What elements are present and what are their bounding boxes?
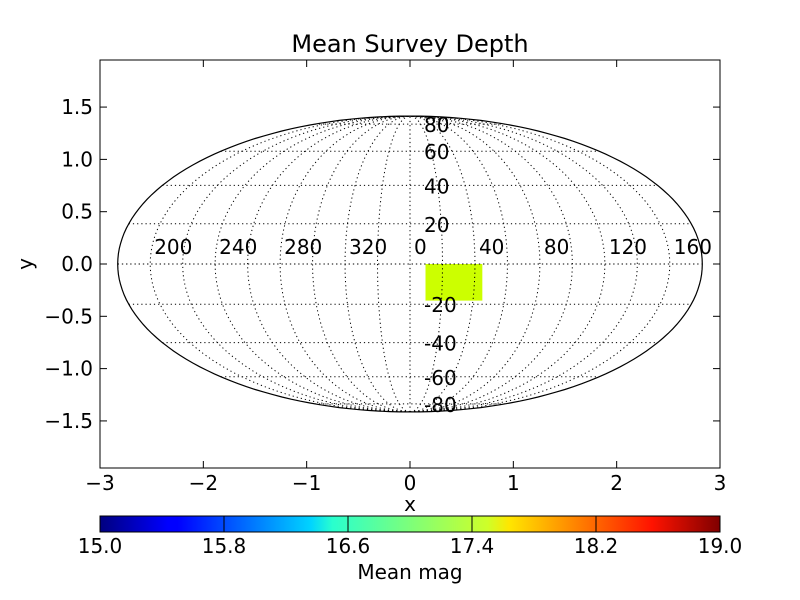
longitude-label: 240	[219, 235, 257, 259]
longitude-label: 320	[349, 235, 387, 259]
y-tick-label: −0.5	[44, 304, 93, 328]
meridian-line	[149, 115, 411, 413]
x-axis-ticks: −3 −2 −1 0 1 2 3	[85, 60, 726, 495]
latitude-label: 40	[424, 174, 449, 198]
meridian-line	[214, 115, 411, 413]
longitude-label: 280	[284, 235, 322, 259]
x-tick-label: −1	[292, 471, 321, 495]
y-axis-label: y	[13, 258, 37, 270]
longitude-label: 80	[544, 235, 569, 259]
meridian-line	[409, 115, 671, 413]
meridian-line	[409, 115, 443, 413]
meridian-line	[409, 115, 573, 413]
longitude-label: 0	[414, 235, 427, 259]
colorbar-tick-label: 17.4	[450, 534, 495, 558]
colorbar-tick-label: 18.2	[574, 534, 619, 558]
x-tick-label: 2	[610, 471, 623, 495]
x-tick-label: 0	[404, 471, 417, 495]
plot-area: 200 240 280 320 0 40 80 120 160 80 60 40 20 -20 -40 -6…	[117, 113, 712, 417]
x-tick-label: 3	[714, 471, 727, 495]
colorbar-tick-label: 16.6	[326, 534, 371, 558]
y-tick-label: 0.5	[61, 200, 93, 224]
longitude-label: 200	[154, 235, 192, 259]
y-tick-label: 1.0	[61, 147, 93, 171]
meridian-line	[182, 115, 411, 413]
latitude-labels: 80 60 40 20 -20 -40 -60 -80	[424, 113, 457, 417]
colorbar-label: Mean mag	[357, 560, 462, 584]
y-axis-ticks: 1.5 1.0 0.5 0.0 −0.5 −1.0 −1.5	[44, 95, 720, 433]
colorbar-tick-label: 19.0	[698, 534, 743, 558]
colorbar-tick-label: 15.0	[78, 534, 123, 558]
latitude-label: -40	[424, 332, 457, 356]
latitude-label: 60	[424, 140, 449, 164]
x-tick-label: 1	[507, 471, 520, 495]
colorbar-tick-label: 15.8	[202, 534, 247, 558]
meridian-line	[247, 115, 411, 413]
x-axis-label: x	[404, 492, 416, 516]
longitude-label: 160	[674, 235, 712, 259]
chart-title: Mean Survey Depth	[291, 30, 528, 58]
graticule	[117, 115, 703, 413]
y-tick-label: −1.0	[44, 357, 93, 381]
colorbar-ticks: 15.0 15.8 16.6 17.4 18.2 19.0	[78, 516, 743, 558]
latitude-label: -60	[424, 366, 457, 390]
latitude-label: 80	[424, 113, 449, 137]
meridian-line	[409, 115, 606, 413]
y-tick-label: 0.0	[61, 252, 93, 276]
x-tick-label: −3	[85, 471, 114, 495]
longitude-label: 40	[479, 235, 504, 259]
latitude-label: -20	[424, 293, 457, 317]
longitude-labels: 200 240 280 320 0 40 80 120 160	[154, 235, 712, 259]
colorbar	[99, 515, 721, 533]
map-boundary	[117, 115, 703, 413]
heatmap-cell	[425, 264, 483, 301]
longitude-label: 120	[609, 235, 647, 259]
meridian-line	[279, 115, 411, 413]
meridian-line	[409, 115, 541, 413]
heatmap-cells	[425, 264, 483, 301]
x-tick-label: −2	[189, 471, 218, 495]
meridian-line	[377, 115, 411, 413]
y-tick-label: 1.5	[61, 95, 93, 119]
y-tick-label: −1.5	[44, 409, 93, 433]
latitude-label: 20	[424, 213, 449, 237]
latitude-label: -80	[424, 393, 457, 417]
